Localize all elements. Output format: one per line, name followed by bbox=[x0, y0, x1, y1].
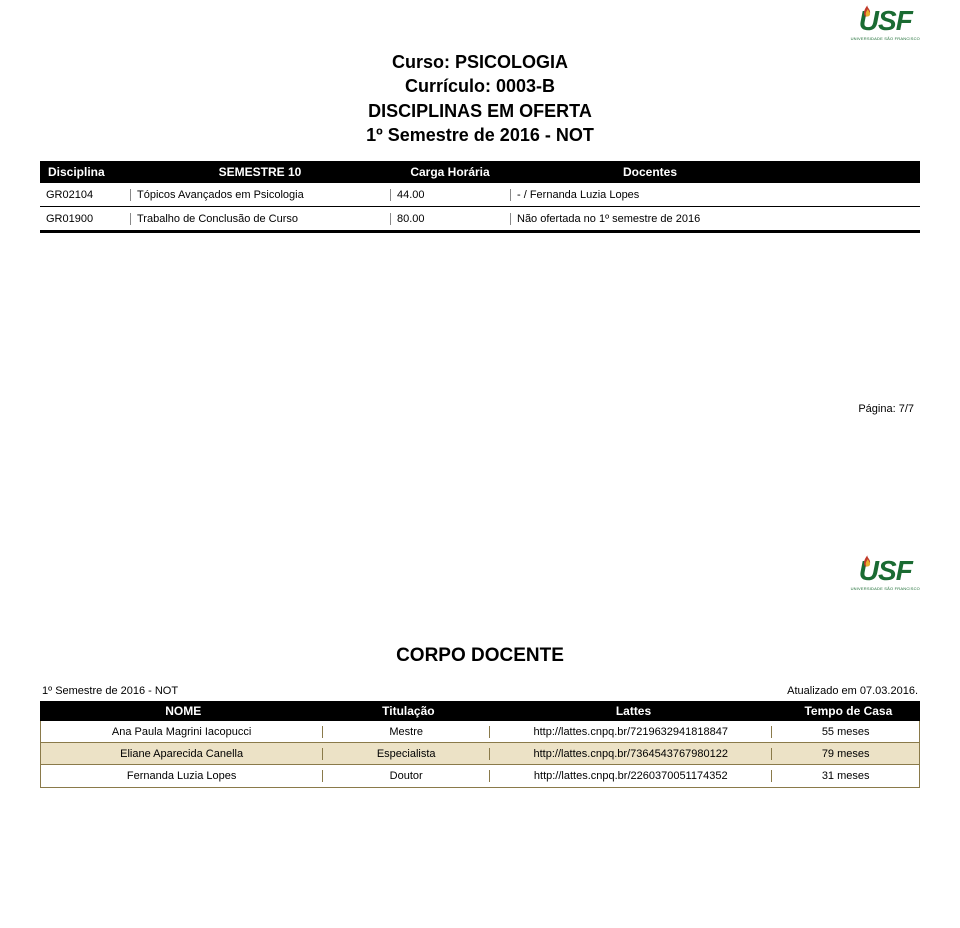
header-line-curriculo: Currículo: 0003-B bbox=[40, 74, 920, 98]
docente-row: Ana Paula Magrini Iacopucci Mestre http:… bbox=[41, 721, 919, 743]
logo-subtitle: UNIVERSIDADE SÃO FRANCISCO bbox=[851, 36, 920, 41]
disc-name: Tópicos Avançados em Psicologia bbox=[130, 189, 390, 201]
docente-nome: Eliane Aparecida Canella bbox=[41, 748, 323, 760]
docente-lattes: http://lattes.cnpq.br/7219632941818847 bbox=[490, 726, 772, 738]
page: USF UNIVERSIDADE SÃO FRANCISCO Curso: PS… bbox=[0, 0, 960, 828]
col-header-nome: NOME bbox=[40, 704, 327, 718]
col-header-disciplina: Disciplina bbox=[40, 165, 130, 179]
header-line-disciplinas: DISCIPLINAS EM OFERTA bbox=[40, 99, 920, 123]
page-number: Página: 7/7 bbox=[40, 403, 920, 415]
docente-nome: Ana Paula Magrini Iacopucci bbox=[41, 726, 323, 738]
header-line-semestre: 1º Semestre de 2016 - NOT bbox=[40, 123, 920, 147]
col-header-docentes: Docentes bbox=[510, 165, 790, 179]
logo-text: USF bbox=[859, 560, 912, 582]
sub-left: 1º Semestre de 2016 - NOT bbox=[42, 685, 178, 697]
col-header-semestre: SEMESTRE 10 bbox=[130, 165, 390, 179]
docente-tempo: 55 meses bbox=[772, 726, 919, 738]
docentes-table: Ana Paula Magrini Iacopucci Mestre http:… bbox=[40, 721, 920, 788]
flame-icon bbox=[861, 554, 875, 568]
corpo-docente-title: CORPO DOCENTE bbox=[40, 645, 920, 667]
header-line-curso: Curso: PSICOLOGIA bbox=[40, 50, 920, 74]
disc-docentes: Não ofertada no 1º semestre de 2016 bbox=[510, 213, 920, 225]
logo-top: USF UNIVERSIDADE SÃO FRANCISCO bbox=[851, 10, 920, 41]
header-titles: Curso: PSICOLOGIA Currículo: 0003-B DISC… bbox=[40, 50, 920, 147]
docente-lattes: http://lattes.cnpq.br/7364543767980122 bbox=[490, 748, 772, 760]
disc-name: Trabalho de Conclusão de Curso bbox=[130, 213, 390, 225]
disc-code: GR01900 bbox=[40, 213, 130, 225]
logo-letter-f: F bbox=[896, 5, 912, 36]
logo-letter-s: S bbox=[878, 555, 896, 586]
col-header-tempo: Tempo de Casa bbox=[777, 704, 920, 718]
docente-row: Eliane Aparecida Canella Especialista ht… bbox=[41, 743, 919, 765]
disciplinas-table: GR02104 Tópicos Avançados em Psicologia … bbox=[40, 183, 920, 233]
docentes-header-bar: NOME Titulação Lattes Tempo de Casa bbox=[40, 701, 920, 721]
disc-docentes: - / Fernanda Luzia Lopes bbox=[510, 189, 920, 201]
docente-lattes: http://lattes.cnpq.br/2260370051174352 bbox=[490, 770, 772, 782]
disc-ch: 80.00 bbox=[390, 213, 510, 225]
disc-ch: 44.00 bbox=[390, 189, 510, 201]
logo-text: USF bbox=[859, 10, 912, 32]
logo-bottom: USF UNIVERSIDADE SÃO FRANCISCO bbox=[851, 560, 920, 591]
logo-letter-f: F bbox=[896, 555, 912, 586]
col-header-carga: Carga Horária bbox=[390, 165, 510, 179]
col-header-lattes: Lattes bbox=[490, 704, 777, 718]
disciplina-row: GR02104 Tópicos Avançados em Psicologia … bbox=[40, 183, 920, 207]
docente-titulacao: Doutor bbox=[323, 770, 490, 782]
disc-code: GR02104 bbox=[40, 189, 130, 201]
flame-icon bbox=[861, 4, 875, 18]
docente-row: Fernanda Luzia Lopes Doutor http://latte… bbox=[41, 765, 919, 787]
docente-titulacao: Mestre bbox=[323, 726, 490, 738]
docente-tempo: 79 meses bbox=[772, 748, 919, 760]
disciplina-row: GR01900 Trabalho de Conclusão de Curso 8… bbox=[40, 207, 920, 231]
logo-letter-s: S bbox=[878, 5, 896, 36]
disciplinas-header-bar: Disciplina SEMESTRE 10 Carga Horária Doc… bbox=[40, 161, 920, 183]
logo-subtitle: UNIVERSIDADE SÃO FRANCISCO bbox=[851, 586, 920, 591]
sub-right: Atualizado em 07.03.2016. bbox=[787, 685, 918, 697]
docente-titulacao: Especialista bbox=[323, 748, 490, 760]
docente-tempo: 31 meses bbox=[772, 770, 919, 782]
corpo-subheader: 1º Semestre de 2016 - NOT Atualizado em … bbox=[40, 685, 920, 697]
spacer bbox=[40, 415, 920, 615]
docente-nome: Fernanda Luzia Lopes bbox=[41, 770, 323, 782]
col-header-titulacao: Titulação bbox=[327, 704, 491, 718]
